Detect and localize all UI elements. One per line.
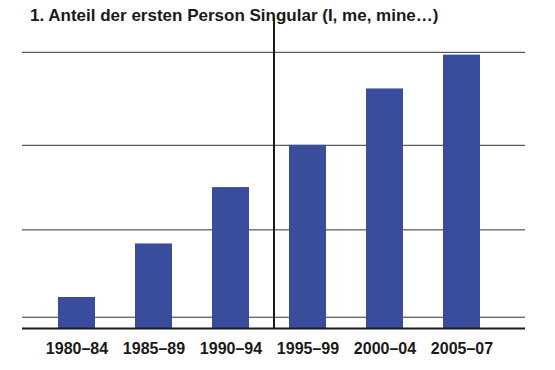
svg-text:1985–89: 1985–89 [123,340,185,357]
svg-text:2000–04: 2000–04 [354,340,416,357]
html-text:1. Anteil der ersten Person Si: 1. Anteil der ersten Person Singular (I,… [30,6,439,25]
svg-text:1995–99: 1995–99 [277,340,339,357]
svg-text:2005–07: 2005–07 [431,340,493,357]
svg-text:1980–84: 1980–84 [46,340,108,357]
svg-text:1990–94: 1990–94 [200,340,262,357]
